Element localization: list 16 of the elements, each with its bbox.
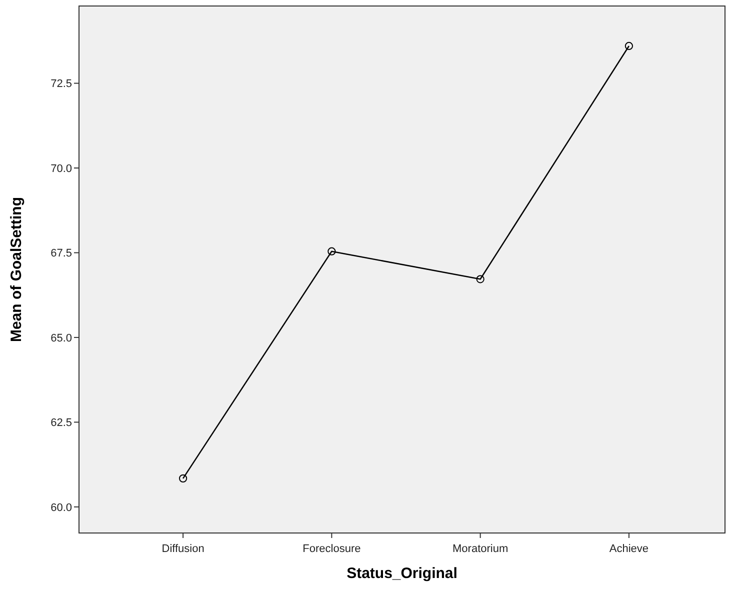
- x-tick-label: Moratorium: [452, 543, 508, 555]
- y-tick-label: 72.5: [50, 78, 72, 90]
- x-tick-label: Diffusion: [162, 543, 204, 555]
- y-tick-label: 70.0: [50, 162, 72, 175]
- point: [178, 474, 188, 482]
- y-axis-title: Mean of GoalSetting: [8, 196, 25, 342]
- x-tick-label: Foreclosure: [302, 543, 361, 555]
- y-tick-label: 62.5: [50, 417, 72, 430]
- point: [328, 247, 336, 256]
- y-tick-label: 60.0: [50, 502, 72, 514]
- x-axis-title: Status_Original: [346, 565, 458, 582]
- x-tick-label: Achieve: [609, 543, 649, 555]
- point: [624, 42, 634, 50]
- y-tick-label: 65.0: [50, 332, 72, 344]
- point: [476, 275, 484, 284]
- y-tick-label: 67.5: [50, 248, 72, 260]
